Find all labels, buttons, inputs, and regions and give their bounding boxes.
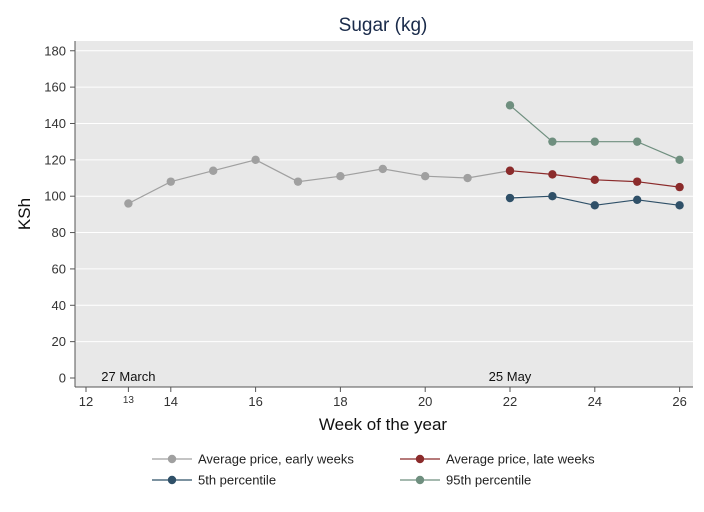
grid-lines — [75, 50, 693, 343]
y-tick-label-60: 60 — [52, 261, 66, 276]
annotation-1: 25 May — [489, 369, 532, 384]
y-tick-label-180: 180 — [44, 43, 66, 58]
y-tick-label-140: 140 — [44, 116, 66, 131]
legend-marker-3 — [415, 475, 425, 485]
legend-marker-0 — [167, 454, 177, 464]
data-point-2-1 — [548, 192, 557, 201]
x-tick-label-18: 18 — [333, 394, 347, 409]
y-axis-title: KSh — [15, 198, 34, 230]
chart-title: Sugar (kg) — [339, 15, 428, 36]
data-point-3-2 — [590, 137, 599, 146]
legend-item-2: 5th percentile — [152, 473, 276, 488]
x-tick-label-extra: 13 — [123, 395, 135, 406]
x-tick-label-14: 14 — [164, 394, 178, 409]
x-tick-label-22: 22 — [503, 394, 517, 409]
data-point-2-2 — [590, 201, 599, 210]
data-point-0-4 — [293, 177, 303, 186]
plot-background — [75, 41, 693, 387]
data-point-1-3 — [633, 177, 642, 186]
x-tick-label-12: 12 — [79, 394, 93, 409]
data-point-3-0 — [505, 101, 515, 110]
y-tick-label-80: 80 — [52, 225, 66, 240]
y-tick-label-120: 120 — [44, 152, 66, 167]
legend-label-1: Average price, late weeks — [446, 452, 595, 467]
data-point-2-3 — [633, 195, 642, 205]
series-0 — [124, 155, 515, 208]
data-point-0-7 — [421, 172, 430, 181]
data-point-3-4 — [675, 155, 684, 165]
data-point-1-2 — [590, 175, 599, 185]
x-tick-label-26: 26 — [672, 394, 686, 409]
data-point-2-0 — [505, 193, 515, 203]
legend-label-0: Average price, early weeks — [198, 452, 354, 467]
legend: Average price, early weeks Average price,… — [152, 452, 595, 488]
series-line-0 — [128, 159, 511, 205]
legend-item-3: 95th percentile — [400, 473, 531, 488]
legend-label-2: 5th percentile — [198, 473, 276, 488]
data-point-0-1 — [166, 177, 175, 186]
data-point-0-6 — [378, 164, 387, 174]
x-tick-label-16: 16 — [248, 394, 262, 409]
data-point-0-2 — [209, 166, 218, 175]
data-point-1-0 — [505, 166, 515, 175]
data-point-0-3 — [251, 155, 260, 165]
series-layer — [124, 101, 684, 210]
data-point-2-4 — [675, 201, 684, 210]
y-tick-label-0: 0 — [59, 371, 66, 386]
legend-item-0: Average price, early weeks — [152, 452, 354, 467]
x-axis-title: Week of the year — [319, 415, 448, 434]
series-1 — [505, 166, 684, 192]
data-point-1-1 — [548, 170, 557, 179]
y-tick-label-20: 20 — [52, 334, 66, 349]
y-tick-label-160: 160 — [44, 80, 66, 95]
axes — [70, 41, 693, 392]
series-2 — [505, 192, 684, 210]
data-point-3-3 — [633, 137, 642, 146]
tick-labels: 0 20 40 60 80 100 120 140 160 180 12 14 16 18 20 22 24 26… — [44, 43, 687, 409]
y-tick-label-100: 100 — [44, 189, 66, 204]
series-3 — [505, 101, 684, 165]
x-tick-label-24: 24 — [588, 394, 602, 409]
legend-label-3: 95th percentile — [446, 473, 531, 488]
data-point-0-0 — [124, 199, 133, 208]
y-tick-label-40: 40 — [52, 298, 66, 313]
data-point-0-5 — [336, 172, 345, 181]
data-point-0-8 — [463, 173, 472, 183]
annotation-0: 27 March — [101, 369, 155, 384]
legend-marker-2 — [167, 475, 177, 485]
legend-marker-1 — [415, 454, 425, 464]
data-point-3-1 — [548, 137, 557, 146]
annotations: 27 March 25 May — [101, 369, 532, 384]
legend-item-1: Average price, late weeks — [400, 452, 595, 467]
x-tick-label-20: 20 — [418, 394, 432, 409]
data-point-1-4 — [675, 182, 684, 192]
